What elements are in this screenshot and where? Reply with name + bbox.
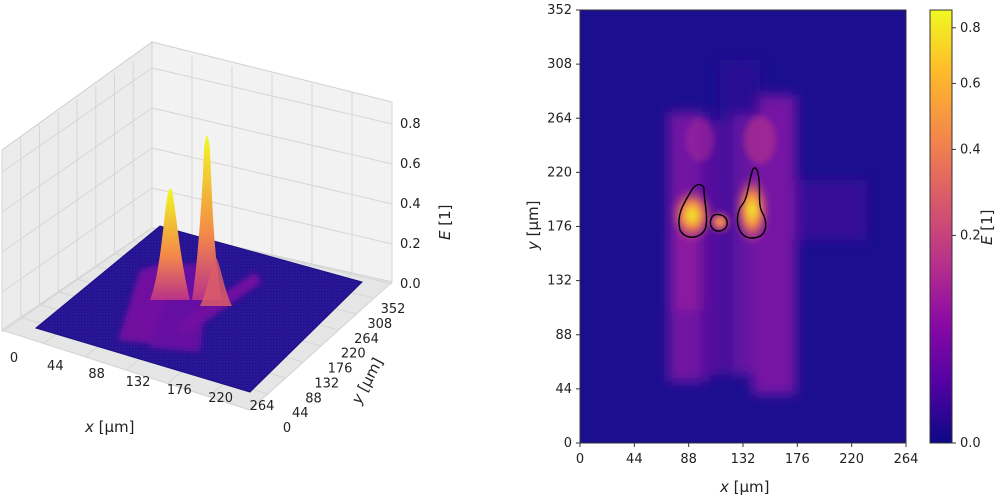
heatmap-hotspots (670, 116, 776, 246)
surface-ytick-label: 88 (305, 391, 322, 406)
heatmap-plot: 0 44 88 132 176 220 264 0 44 88 132 176 220 264 308 352… (524, 3, 918, 496)
heatmap-ytick-label: 352 (547, 3, 572, 18)
surface-ytick-label: 352 (381, 302, 406, 317)
surface-xtick-label: 220 (208, 391, 233, 406)
ticks-3d: 0448813217622026404488132176220264308352… (10, 117, 421, 436)
surface-ytick-label: 308 (367, 317, 392, 332)
colorbar: 0.0 0.2 0.4 0.6 0.8 E [1] (929, 9, 996, 451)
heatmap-ytick-label: 308 (547, 57, 572, 72)
grid-line (151, 67, 393, 125)
surface-xtick-label: 88 (88, 367, 105, 382)
contour-right (736, 167, 767, 239)
surface-ztick-label: 0.2 (400, 237, 421, 252)
grid-line (1, 227, 153, 333)
contour-middle (709, 213, 728, 232)
surface-ytick-label: 44 (292, 406, 309, 421)
surface-ytick-label: 264 (354, 332, 379, 347)
colorbar-tick-label: 0.8 (960, 21, 981, 36)
heatmap-ytick-label: 220 (547, 165, 572, 180)
heatmap-xtick-label: 176 (785, 452, 810, 467)
colorbar-tick-label: 0.2 (960, 228, 981, 243)
heatmap-ytick-label: 176 (547, 220, 572, 235)
colorbar-tick-label: 0.6 (960, 76, 981, 91)
colorbar-gradient (929, 9, 953, 444)
surface-ytick-label: 0 (283, 421, 291, 436)
surface-ytick-label: 132 (314, 376, 339, 391)
surface-xtick-label: 176 (167, 383, 192, 398)
heatmap-ytick-label: 44 (555, 382, 572, 397)
grid-line (1, 329, 251, 411)
heatmap-xtick-label: 88 (680, 452, 697, 467)
grid-line (1, 187, 153, 293)
contour-lines (678, 167, 767, 239)
surface-ylabel: y [μm] (347, 355, 387, 408)
contour-left (678, 183, 708, 238)
heatmap-ytick-label: 0 (564, 436, 572, 451)
surface-ztick-label: 0.0 (400, 277, 421, 292)
grid-line (151, 107, 393, 165)
surface-ytick-label: 220 (341, 347, 366, 362)
colorbar-tick-label: 0.4 (960, 142, 981, 157)
grid-line (1, 67, 153, 173)
surface-zlabel: E [1] (436, 205, 454, 241)
grid-line (1, 147, 153, 253)
heatmap-xtick-label: 0 (576, 452, 584, 467)
heatmap-xtick-label: 44 (626, 452, 643, 467)
grid-line (151, 187, 393, 245)
surface-peak-right (192, 135, 222, 300)
surface-plot-3d: 0448813217622026404488132176220264308352… (0, 41, 454, 436)
surface-peak-small (200, 258, 232, 306)
surface-xtick-label: 44 (47, 359, 64, 374)
surface-ztick-label: 0.4 (400, 197, 421, 212)
surface-ztick-label: 0.8 (400, 117, 421, 132)
heatmap-xlabel: x [μm] (719, 478, 770, 496)
colorbar-tick-label: 0.0 (960, 436, 981, 451)
surface-ytick-label: 176 (328, 362, 353, 377)
heatmap-ticks: 0 44 88 132 176 220 264 0 44 88 132 176 220 264 308 352 (547, 3, 918, 467)
heatmap-ylabel: y [μm] (524, 200, 542, 251)
grid-line (151, 147, 393, 205)
heatmap-ytick-label: 132 (547, 274, 572, 289)
heatmap-xtick-label: 132 (731, 452, 756, 467)
surface-peak-left (150, 188, 190, 300)
grid-line (1, 107, 153, 213)
surface-xtick-label: 132 (126, 375, 151, 390)
surface-xlabel: x [μm] (84, 418, 135, 436)
surface-xtick-label: 0 (10, 351, 18, 366)
heatmap-field (668, 60, 867, 395)
surface-ztick-label: 0.6 (400, 157, 421, 172)
heatmap-xtick-label: 264 (894, 452, 919, 467)
heatmap-ytick-label: 88 (555, 328, 572, 343)
heatmap-xtick-label: 220 (839, 452, 864, 467)
heatmap-ytick-label: 264 (547, 111, 572, 126)
surface-xtick-label: 264 (250, 399, 275, 414)
colorbar-label: E [1] (978, 210, 996, 246)
colorbar-ticks: 0.0 0.2 0.4 0.6 0.8 (952, 21, 981, 451)
